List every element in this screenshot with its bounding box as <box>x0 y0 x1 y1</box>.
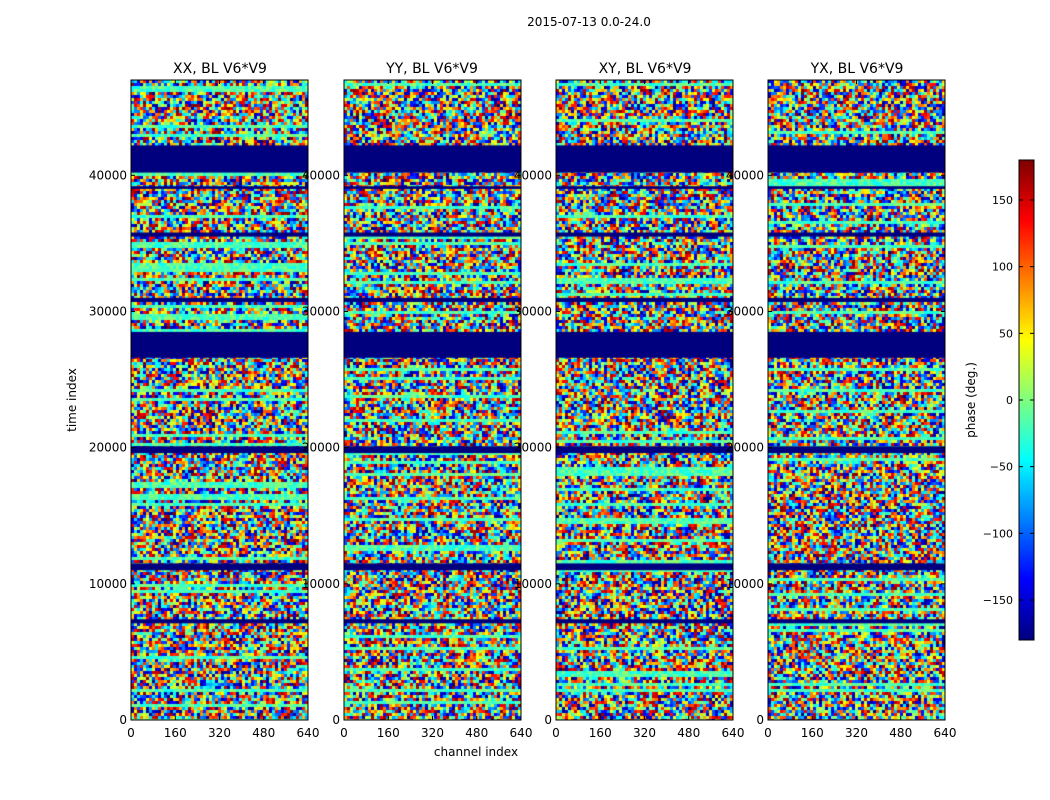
x-tick-label: 480 <box>889 726 912 740</box>
panel-title-xy: XY, BL V6*V9 <box>599 61 692 77</box>
y-tick-label: 30000 <box>89 304 127 318</box>
x-tick-label: 480 <box>252 726 275 740</box>
figure-suptitle: 2015-07-13 0.0-24.0 <box>527 15 651 29</box>
colorbar-label: phase (deg.) <box>964 362 978 438</box>
x-tick-label: 640 <box>297 726 320 740</box>
x-tick-label: 0 <box>127 726 135 740</box>
heatmap-image <box>768 80 945 720</box>
y-tick-label: 10000 <box>514 577 552 591</box>
y-tick-label: 40000 <box>89 168 127 182</box>
y-tick-label: 40000 <box>514 168 552 182</box>
y-tick-label: 20000 <box>89 441 127 455</box>
colorbar-tick-label: 100 <box>992 261 1013 274</box>
x-tick-label: 320 <box>208 726 231 740</box>
x-tick-label: 160 <box>589 726 612 740</box>
panel-title-yy: YY, BL V6*V9 <box>385 61 478 77</box>
x-tick-label: 640 <box>510 726 533 740</box>
y-tick-label: 10000 <box>89 577 127 591</box>
colorbar-tick-label: 0 <box>1006 394 1013 407</box>
y-axis-label: time index <box>65 368 79 432</box>
x-tick-label: 0 <box>552 726 560 740</box>
y-tick-label: 0 <box>119 713 127 727</box>
y-tick-label: 30000 <box>514 304 552 318</box>
colorbar-tick-label: −50 <box>990 461 1013 474</box>
heatmap-image <box>131 80 308 720</box>
colorbar-tick-label: −100 <box>983 527 1013 540</box>
x-tick-label: 480 <box>465 726 488 740</box>
colorbar: 150 100 50 0 −50 −100 −150 <box>983 159 1035 641</box>
y-tick-label: 10000 <box>726 577 764 591</box>
colorbar-tick-label: −150 <box>983 594 1013 607</box>
x-tick-label: 0 <box>340 726 348 740</box>
colorbar-tick-label: 150 <box>992 194 1013 207</box>
heatmap-image <box>556 80 733 720</box>
y-tick-label: 0 <box>544 713 552 727</box>
y-tick-label: 0 <box>332 713 340 727</box>
heatmap-panels: 0 160 320 480 640 0 10000 20000 30000 40000 0 160 32… <box>89 79 957 740</box>
heatmap-panel-2: 0 160 320 480 640 0 10000 20000 30000 40000 <box>514 79 745 740</box>
panel-title-yx: YX, BL V6*V9 <box>810 61 904 77</box>
y-tick-label: 30000 <box>302 304 340 318</box>
x-tick-label: 320 <box>845 726 868 740</box>
y-tick-label: 40000 <box>302 168 340 182</box>
colorbar-tick-label: 50 <box>999 327 1013 340</box>
y-tick-label: 20000 <box>302 441 340 455</box>
y-tick-label: 10000 <box>302 577 340 591</box>
x-tick-label: 480 <box>677 726 700 740</box>
x-tick-label: 160 <box>801 726 824 740</box>
x-tick-label: 640 <box>934 726 957 740</box>
heatmap-panel-3: 0 160 320 480 640 0 10000 20000 30000 40000 <box>726 79 957 740</box>
x-tick-label: 160 <box>377 726 400 740</box>
y-tick-label: 20000 <box>726 441 764 455</box>
x-tick-label: 320 <box>633 726 656 740</box>
y-tick-label: 20000 <box>514 441 552 455</box>
y-tick-label: 0 <box>756 713 764 727</box>
x-axis-label: channel index <box>434 745 518 759</box>
x-tick-label: 160 <box>164 726 187 740</box>
heatmap-panel-0: 0 160 320 480 640 0 10000 20000 30000 40000 <box>89 79 320 740</box>
heatmap-panel-1: 0 160 320 480 640 0 10000 20000 30000 40000 <box>302 79 533 740</box>
heatmap-image <box>344 80 521 720</box>
x-tick-label: 0 <box>764 726 772 740</box>
panel-title-xx: XX, BL V6*V9 <box>173 61 267 77</box>
y-tick-label: 30000 <box>726 304 764 318</box>
x-tick-label: 640 <box>722 726 745 740</box>
colorbar-gradient <box>1019 160 1034 640</box>
x-tick-label: 320 <box>421 726 444 740</box>
y-tick-label: 40000 <box>726 168 764 182</box>
